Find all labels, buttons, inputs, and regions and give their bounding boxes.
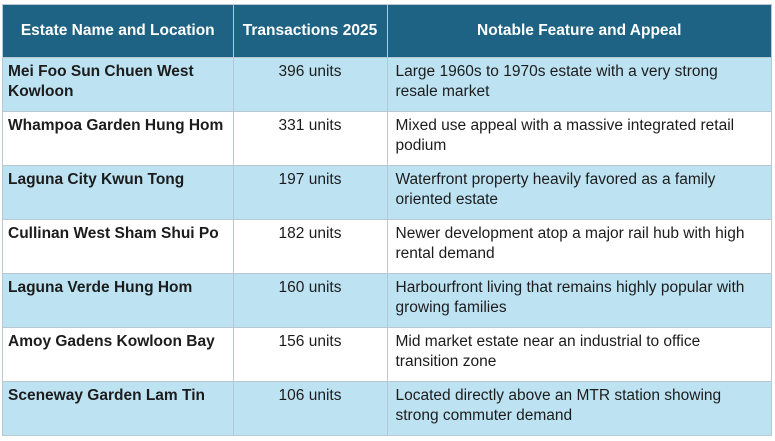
header-row: Estate Name and Location Transactions 20…	[3, 5, 771, 57]
feature-cell: Large 1960s to 1970s estate with a very …	[395, 62, 718, 100]
estate-transactions-table: Estate Name and Location Transactions 20…	[3, 5, 771, 435]
estate-name-cell: Whampoa Garden Hung Hom	[3, 111, 234, 165]
transactions-cell: 197 units	[233, 165, 388, 219]
table-row: Mei Foo Sun Chuen West Kowloon 396 units…	[3, 57, 771, 111]
feature-cell: Mid market estate near an industrial to …	[395, 332, 701, 370]
table-row: Laguna City Kwun Tong 197 units Waterfro…	[3, 165, 771, 219]
transactions-cell: 396 units	[233, 57, 388, 111]
estate-name-cell: Mei Foo Sun Chuen West Kowloon	[3, 57, 234, 111]
table-header: Estate Name and Location Transactions 20…	[3, 5, 771, 57]
estate-name-cell: Laguna City Kwun Tong	[3, 165, 234, 219]
estate-transactions-table-container: Estate Name and Location Transactions 20…	[2, 4, 772, 436]
header-transactions: Transactions 2025	[233, 5, 388, 57]
feature-cell: Harbourfront living that remains highly …	[395, 278, 745, 316]
estate-name-cell: Amoy Gadens Kowloon Bay	[3, 327, 234, 381]
estate-name-cell: Sceneway Garden Lam Tin	[3, 381, 234, 435]
transactions-cell: 156 units	[233, 327, 388, 381]
table-body: Mei Foo Sun Chuen West Kowloon 396 units…	[3, 57, 771, 435]
feature-cell: Located directly above an MTR station sh…	[395, 386, 722, 424]
estate-name-cell: Laguna Verde Hung Hom	[3, 273, 234, 327]
table-row: Whampoa Garden Hung Hom 331 units Mixed …	[3, 111, 771, 165]
table-row: Cullinan West Sham Shui Po 182 units New…	[3, 219, 771, 273]
table-row: Laguna Verde Hung Hom 160 units Harbourf…	[3, 273, 771, 327]
transactions-cell: 331 units	[233, 111, 388, 165]
estate-name-cell: Cullinan West Sham Shui Po	[3, 219, 234, 273]
transactions-cell: 160 units	[233, 273, 388, 327]
transactions-cell: 182 units	[233, 219, 388, 273]
table-row: Sceneway Garden Lam Tin 106 units Locate…	[3, 381, 771, 435]
header-estate: Estate Name and Location	[3, 5, 234, 57]
feature-cell: Waterfront property heavily favored as a…	[395, 170, 716, 208]
feature-cell: Mixed use appeal with a massive integrat…	[395, 116, 735, 154]
header-feature: Notable Feature and Appeal	[477, 21, 682, 39]
table-row: Amoy Gadens Kowloon Bay 156 units Mid ma…	[3, 327, 771, 381]
feature-cell: Newer development atop a major rail hub …	[395, 224, 745, 262]
transactions-cell: 106 units	[233, 381, 388, 435]
